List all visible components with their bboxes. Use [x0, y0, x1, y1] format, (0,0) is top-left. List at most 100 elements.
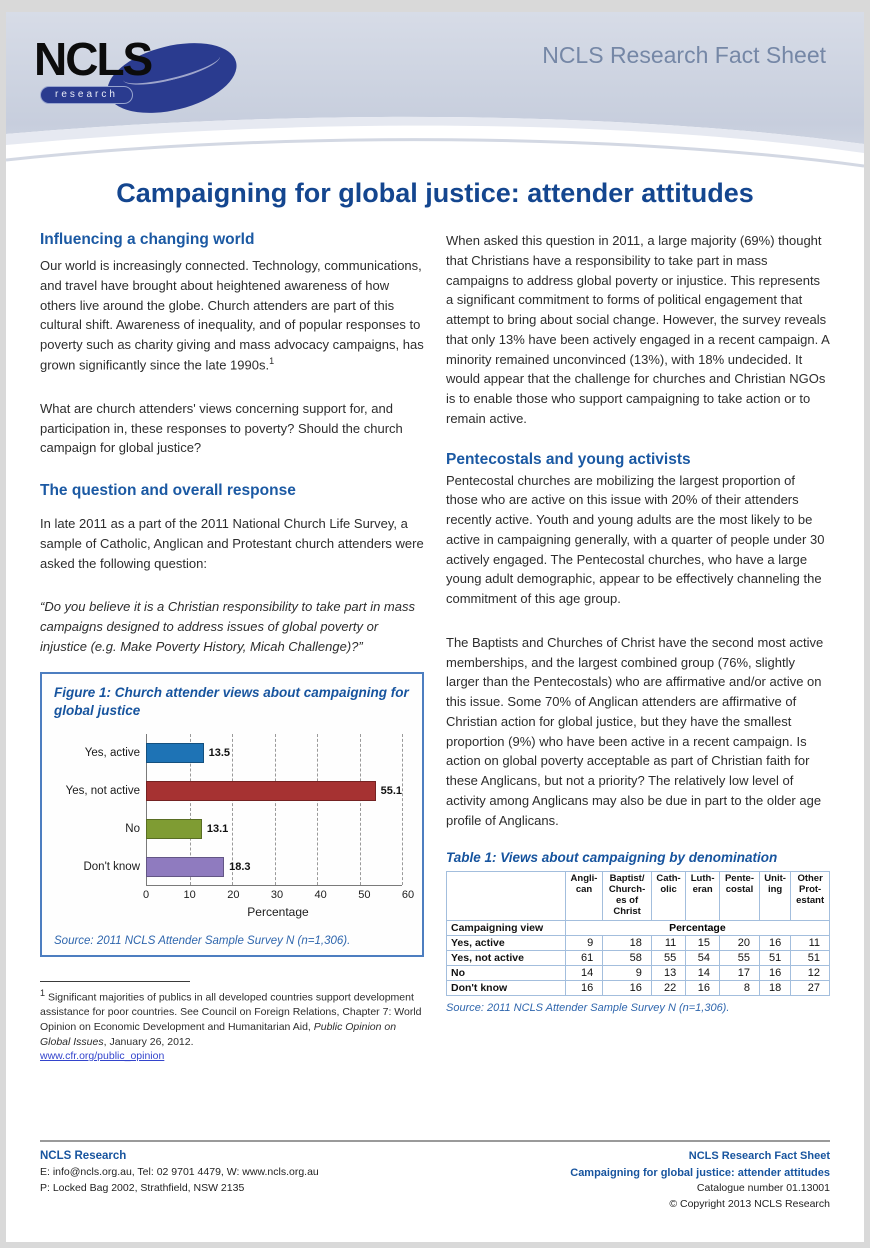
table-row-label: Yes, active [446, 934, 566, 951]
footnote-text-part: , January 26, 2012. [103, 1035, 194, 1048]
left-column: Influencing a changing world Our world i… [40, 221, 424, 1064]
fact-sheet-label: NCLS Research Fact Sheet [542, 42, 826, 68]
chart-gridline [359, 734, 361, 886]
paragraph: The Baptists and Churches of Christ have… [446, 634, 824, 828]
footer-address-line: P: Locked Bag 2002, Strathfield, NSW 213… [40, 1182, 245, 1194]
chart-grid [146, 734, 403, 887]
chart-gridline [274, 734, 276, 886]
chart-category-label: Don't know [83, 861, 140, 874]
table-row-label: Yes, not active [446, 949, 566, 966]
chart-x-tick: 60 [401, 889, 415, 902]
table-col-header: Angli- can [564, 871, 604, 921]
denomination-table: Angli- can Baptist/ Church- es of Christ C… [446, 871, 831, 996]
table-cell-value: 11 [650, 934, 687, 951]
footer-contact-line: E: info@ncls.org.au, Tel: 02 9701 4479, … [40, 1166, 319, 1179]
chart-category-label: Yes, active [84, 747, 140, 760]
footnote-text-part: Significant majorities of publics in all… [40, 991, 422, 1033]
header-band: NCLS research NCLS Research Fact Sheet [6, 12, 864, 172]
chart-x-tick: 30 [270, 889, 284, 902]
table-cell-value: 16 [685, 979, 720, 996]
table-body: Campaigning view Percentage Yes, active 9 1… [446, 919, 831, 996]
chart-category-label: Yes, not active [65, 785, 140, 798]
table-cell-value: 51 [790, 949, 830, 966]
table-corner-cell [446, 871, 566, 921]
table-cell-value: 61 [564, 949, 604, 966]
table-col-header: Luth- eran [685, 871, 720, 921]
chart-gridline [232, 734, 233, 886]
table-cell-value: 55 [650, 949, 687, 966]
ncls-logo: NCLS research [34, 30, 244, 126]
footnote-text: 1 Significant majorities of publics in a… [40, 987, 424, 1064]
chart-x-tick: 40 [314, 889, 327, 902]
table-header-row: Angli- can Baptist/ Church- es of Christ C… [446, 871, 830, 921]
table-cell-value: 16 [758, 934, 792, 951]
table-row-label: No [446, 964, 566, 981]
chart-category-label: No [125, 823, 140, 836]
chart-x-tick: 50 [358, 889, 371, 902]
chart-bar-area: 13.1 [146, 819, 402, 840]
figure-source: Source: 2011 NCLS Attender Sample Survey… [54, 935, 351, 948]
table-row: Yes, not active 61 58 55 54 55 51 51 [446, 949, 830, 966]
chart-value-label: 13.5 [208, 747, 231, 760]
chart-x-tick: 0 [142, 889, 150, 902]
table-subheader-row: Campaigning view Percentage [446, 919, 831, 936]
chart-bar-row: Yes, active 13.5 [54, 734, 404, 772]
footer-org-name: NCLS Research [40, 1150, 127, 1162]
table-title: Table 1: Views about campaigning by deno… [446, 850, 778, 866]
table-col-header: Unit- ing [758, 871, 792, 921]
table-source: Source: 2011 NCLS Attender Sample Survey… [446, 1001, 730, 1014]
chart-x-tick: 10 [183, 889, 196, 902]
footnote-reference: 1 [269, 355, 275, 366]
chart-bar-row: No 13.1 [54, 810, 404, 848]
paragraph: What are church attenders' views concern… [40, 400, 403, 456]
page-footer: NCLS Research E: info@ncls.org.au, Tel: … [40, 1140, 830, 1213]
footnote-marker: 1 [40, 988, 46, 999]
chart-rows: Yes, active 13.5 Yes, not active 55.1 No 13.1… [54, 734, 404, 886]
table-cell-value: 9 [564, 934, 604, 951]
chart-value-label: 18.3 [229, 861, 251, 874]
table-cell-value: 18 [758, 979, 792, 996]
table-cell-value: 14 [564, 964, 604, 981]
chart-bar-area: 18.3 [146, 857, 402, 878]
chart-xticks: 0 10 20 30 40 50 60 [142, 886, 414, 902]
table-cell-value: 18 [602, 934, 652, 951]
table-cell-value: 51 [758, 949, 792, 966]
chart-bar-row: Don't know 18.3 [54, 848, 404, 886]
table-col-header: Other Prot- estant [790, 871, 830, 921]
table-cell-value: 9 [602, 964, 652, 981]
table-cell-value: 58 [602, 949, 652, 966]
table-row-label: Don't know [446, 979, 566, 996]
chart-gridline [317, 734, 318, 886]
chart-bar-area: 13.5 [146, 743, 402, 764]
paragraph: Our world is increasingly connected. Tec… [40, 256, 424, 375]
paragraph-text: Our world is increasingly connected. Tec… [40, 258, 424, 373]
footer-catalogue-number: Catalogue number 01.13001 [696, 1182, 830, 1194]
chart-bar [146, 819, 202, 840]
footnote-divider [40, 981, 190, 983]
table-cell-value: 16 [564, 979, 604, 996]
chart-x-axis-label: Percentage [247, 905, 309, 920]
table-cell-value: 20 [719, 934, 760, 951]
table-col-header: Baptist/ Church- es of Christ [602, 871, 652, 921]
section-heading-influencing: Influencing a changing world [40, 231, 255, 248]
table-cell-value: 17 [719, 964, 760, 981]
chart-bar-row: Yes, not active 55.1 [54, 772, 404, 810]
logo-subtext: research [40, 86, 133, 104]
table-row: No 14 9 13 14 17 16 12 [446, 964, 830, 981]
chart-bar [146, 857, 225, 878]
chart-gridline [402, 734, 403, 886]
table-subheader-span: Percentage [564, 919, 831, 936]
table-col-header: Pente- costal [719, 871, 760, 921]
right-column: When asked this question in 2011, a larg… [446, 221, 831, 1064]
section-heading-question: The question and overall response [40, 482, 296, 500]
table-cell-value: 55 [719, 949, 760, 966]
page-title: Campaigning for global justice: attender… [116, 178, 754, 208]
footnote-link[interactable]: www.cfr.org/public_opinion [40, 1050, 165, 1063]
paragraph: In late 2011 as a part of the 2011 Natio… [40, 516, 424, 571]
footer-left: NCLS Research E: info@ncls.org.au, Tel: … [40, 1148, 319, 1213]
content-columns: Influencing a changing world Our world i… [6, 221, 864, 1064]
footer-right: NCLS Research Fact Sheet Campaigning for… [570, 1148, 830, 1213]
table-col-header: Cath- olic [650, 871, 687, 921]
table-cell-value: 22 [650, 979, 687, 996]
